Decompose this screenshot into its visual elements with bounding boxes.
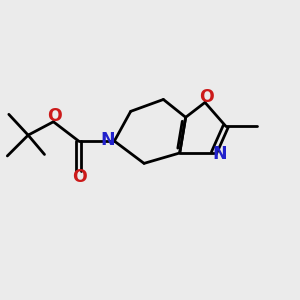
Text: O: O (72, 168, 87, 186)
Text: O: O (47, 107, 62, 125)
Text: O: O (199, 88, 214, 106)
Text: N: N (100, 130, 115, 148)
Text: N: N (212, 146, 226, 164)
